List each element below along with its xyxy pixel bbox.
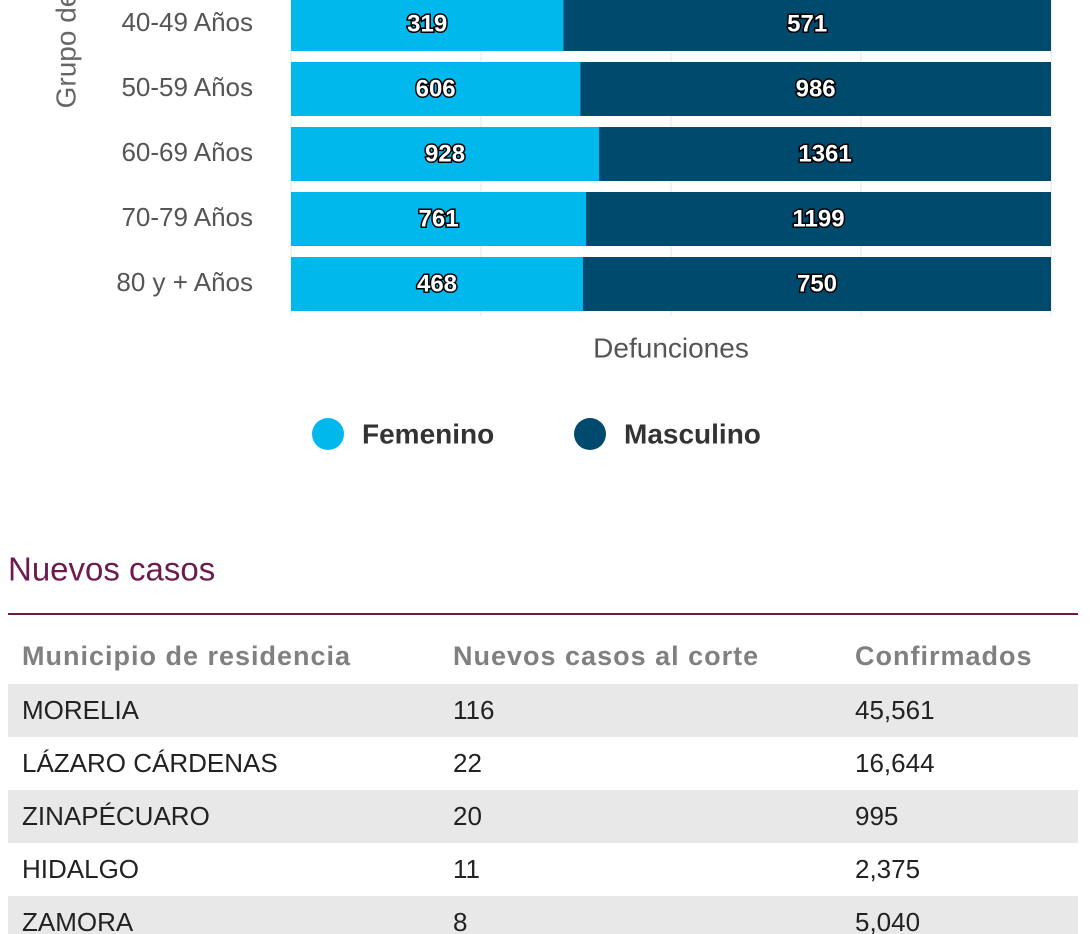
y-axis-label: Grupo de	[50, 0, 81, 108]
table-cell: 995	[855, 801, 898, 831]
bar-segment	[563, 0, 1051, 51]
legend-marker	[574, 418, 606, 450]
y-tick-label: 60-69 Años	[121, 137, 253, 167]
table-header: Confirmados	[855, 641, 1033, 671]
table-header: Nuevos casos al corte	[453, 641, 759, 671]
data-label: 606	[416, 75, 456, 102]
bar-segment	[586, 192, 1051, 246]
data-label: 750	[797, 270, 837, 297]
data-label: 468	[417, 270, 457, 297]
table-cell: 45,561	[855, 695, 935, 725]
table-cell: 2,375	[855, 854, 920, 884]
table-header: Municipio de residencia	[22, 641, 351, 671]
table-cell: 11	[453, 854, 480, 884]
data-label: 761	[419, 205, 459, 232]
table-cell: 116	[453, 695, 494, 725]
bar-segment	[599, 127, 1051, 181]
data-label: 1361	[798, 140, 851, 167]
table-cell: 5,040	[855, 907, 920, 934]
table-cell: ZINAPÉCUARO	[22, 801, 210, 831]
y-tick-label: 50-59 Años	[121, 72, 253, 102]
row-background	[8, 790, 1078, 843]
data-label: 928	[425, 140, 465, 167]
table-cell: 8	[453, 907, 467, 934]
table-cell: 16,644	[855, 748, 935, 778]
bar-segment	[291, 257, 584, 311]
table-cell: 20	[453, 801, 482, 831]
data-label: 1199	[793, 205, 845, 232]
bar-segment	[583, 257, 1051, 311]
row-background	[8, 684, 1078, 737]
table-cell: LÁZARO CÁRDENAS	[22, 748, 278, 778]
legend-marker	[312, 418, 344, 450]
bar-segment	[291, 0, 564, 51]
bar-segment	[291, 192, 587, 246]
y-tick-label: 80 y + Años	[116, 267, 253, 297]
table-cell: 22	[453, 748, 482, 778]
data-label: 986	[796, 75, 836, 102]
bar-segment	[580, 62, 1051, 116]
table-cell: MORELIA	[22, 695, 140, 725]
x-axis-label: Defunciones	[593, 332, 749, 363]
section-title: Nuevos casos	[8, 551, 215, 588]
bar-segment	[291, 62, 581, 116]
y-tick-label: 40-49 Años	[121, 7, 253, 37]
legend-label: Masculino	[624, 418, 761, 449]
data-label: 571	[787, 10, 827, 37]
y-tick-label: 70-79 Años	[121, 202, 253, 232]
legend-label: Femenino	[362, 418, 494, 449]
bar-segment	[291, 127, 600, 181]
row-background	[8, 896, 1078, 934]
table-cell: HIDALGO	[22, 854, 139, 884]
data-label: 319	[407, 10, 447, 37]
table-cell: ZAMORA	[22, 907, 134, 934]
